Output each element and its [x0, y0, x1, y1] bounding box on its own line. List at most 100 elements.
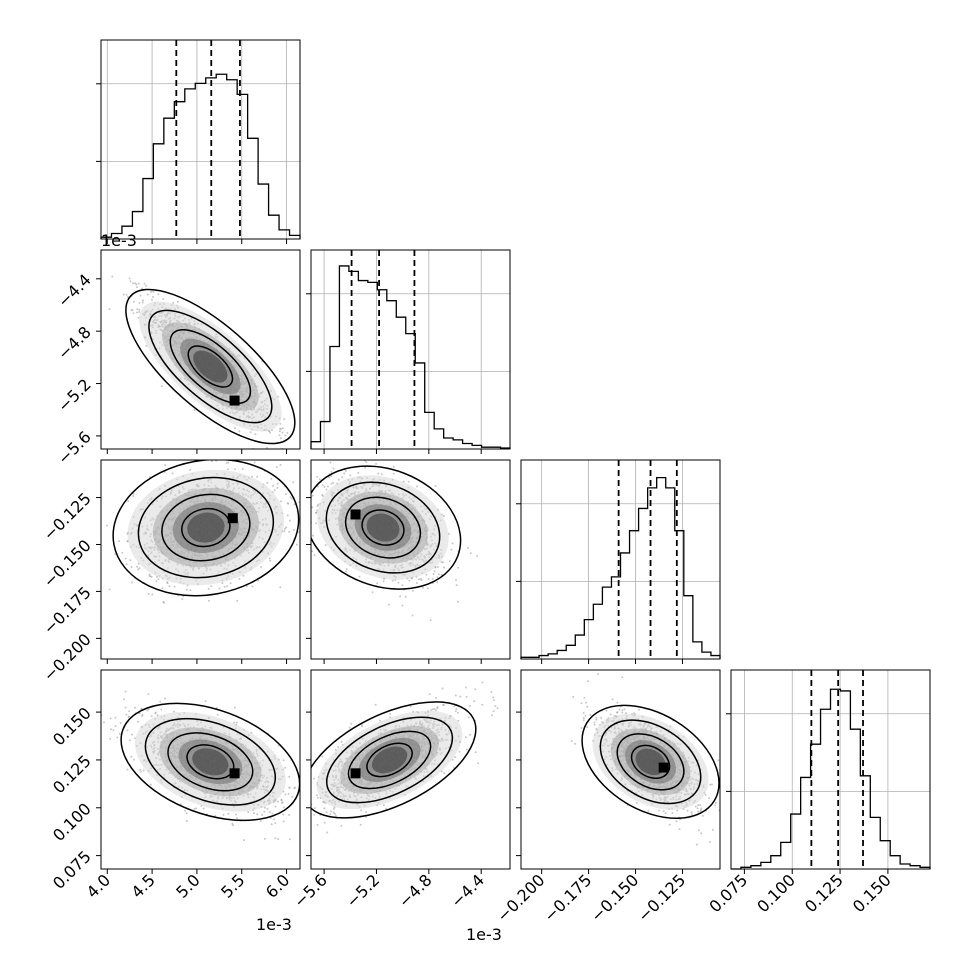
contour-line — [361, 509, 405, 546]
sample-point — [450, 548, 453, 551]
sample-point — [434, 484, 437, 487]
sample-point — [284, 527, 286, 530]
panel-frame — [100, 249, 301, 450]
sample-point — [443, 566, 445, 569]
sample-point — [266, 446, 268, 449]
sample-point — [229, 582, 232, 585]
sample-point — [207, 587, 210, 590]
sample-point — [145, 284, 148, 287]
sample-point — [126, 540, 129, 543]
sample-point — [202, 807, 205, 810]
sample-point — [147, 693, 150, 696]
sample-point — [132, 495, 135, 498]
sample-point — [279, 586, 282, 589]
sample-point — [131, 581, 134, 584]
sample-point — [99, 593, 101, 595]
sample-point — [118, 540, 120, 543]
sample-point — [155, 580, 158, 583]
sample-point — [269, 559, 272, 562]
sample-point — [149, 783, 152, 786]
sample-point — [136, 308, 139, 311]
sample-point — [103, 721, 105, 724]
sample-point — [304, 451, 306, 453]
sample-point — [136, 286, 138, 289]
sample-point — [440, 573, 443, 576]
hist-step — [520, 476, 721, 659]
sample-point — [277, 838, 280, 840]
sample-point — [282, 759, 285, 762]
hist-frame — [730, 669, 931, 870]
sample-point — [161, 587, 164, 590]
sample-point — [148, 573, 151, 576]
sample-point — [289, 519, 291, 522]
sample-point — [321, 484, 324, 487]
histogram-2 — [516, 459, 721, 664]
sample-point — [176, 301, 179, 303]
sample-point — [419, 577, 422, 580]
hist-step — [310, 265, 511, 449]
sample-point — [392, 472, 395, 475]
sample-point — [251, 585, 254, 588]
sample-point — [145, 344, 148, 347]
sample-point — [391, 579, 394, 582]
sample-point — [455, 579, 457, 581]
sample-point — [416, 485, 418, 488]
sample-point — [371, 591, 374, 594]
sample-point — [172, 710, 175, 713]
sample-point — [109, 737, 112, 740]
sample-point — [427, 578, 430, 580]
sample-point — [238, 578, 241, 580]
sample-point — [324, 544, 327, 547]
sample-point — [431, 577, 434, 580]
sample-point — [157, 293, 160, 296]
sample-point — [142, 299, 145, 302]
sample-point — [141, 301, 144, 304]
sample-point — [276, 482, 279, 485]
density-level — [366, 513, 400, 542]
sample-point — [150, 290, 153, 293]
sample-point — [254, 433, 257, 436]
sample-point — [402, 480, 405, 483]
contour-line — [325, 481, 441, 574]
sample-point — [133, 758, 135, 761]
sample-point — [436, 566, 439, 568]
sample-point — [162, 601, 165, 603]
sample-point — [124, 690, 127, 693]
sample-point — [375, 462, 378, 465]
hist-frame — [100, 39, 301, 240]
sample-point — [290, 497, 293, 500]
sample-point — [329, 461, 332, 464]
sample-point — [210, 460, 213, 463]
sample-point — [287, 793, 290, 795]
sample-point — [283, 530, 286, 532]
sample-point — [181, 598, 184, 601]
sample-point — [236, 599, 239, 602]
sample-point — [270, 477, 273, 480]
sample-point — [242, 574, 245, 577]
sample-point — [433, 570, 436, 573]
sample-point — [411, 614, 414, 617]
density-level — [187, 512, 225, 543]
sample-point — [111, 275, 114, 278]
sample-point — [90, 536, 92, 538]
sample-point — [108, 308, 111, 311]
sample-point — [302, 514, 304, 516]
sample-point — [125, 563, 128, 566]
sample-point — [325, 488, 328, 491]
sample-point — [140, 770, 142, 773]
sample-point — [306, 494, 308, 496]
sample-point — [138, 567, 141, 570]
sample-point — [411, 589, 414, 592]
sample-point — [330, 482, 333, 485]
sample-point — [139, 768, 142, 771]
sample-point — [159, 700, 162, 703]
sample-point — [223, 585, 226, 588]
sample-point — [457, 600, 459, 603]
histogram-3 — [726, 669, 931, 874]
sample-point — [160, 385, 163, 388]
sample-point — [124, 557, 127, 560]
sample-point — [429, 619, 432, 622]
sample-point — [436, 581, 439, 584]
sample-point — [130, 309, 133, 311]
sample-point — [432, 573, 435, 575]
